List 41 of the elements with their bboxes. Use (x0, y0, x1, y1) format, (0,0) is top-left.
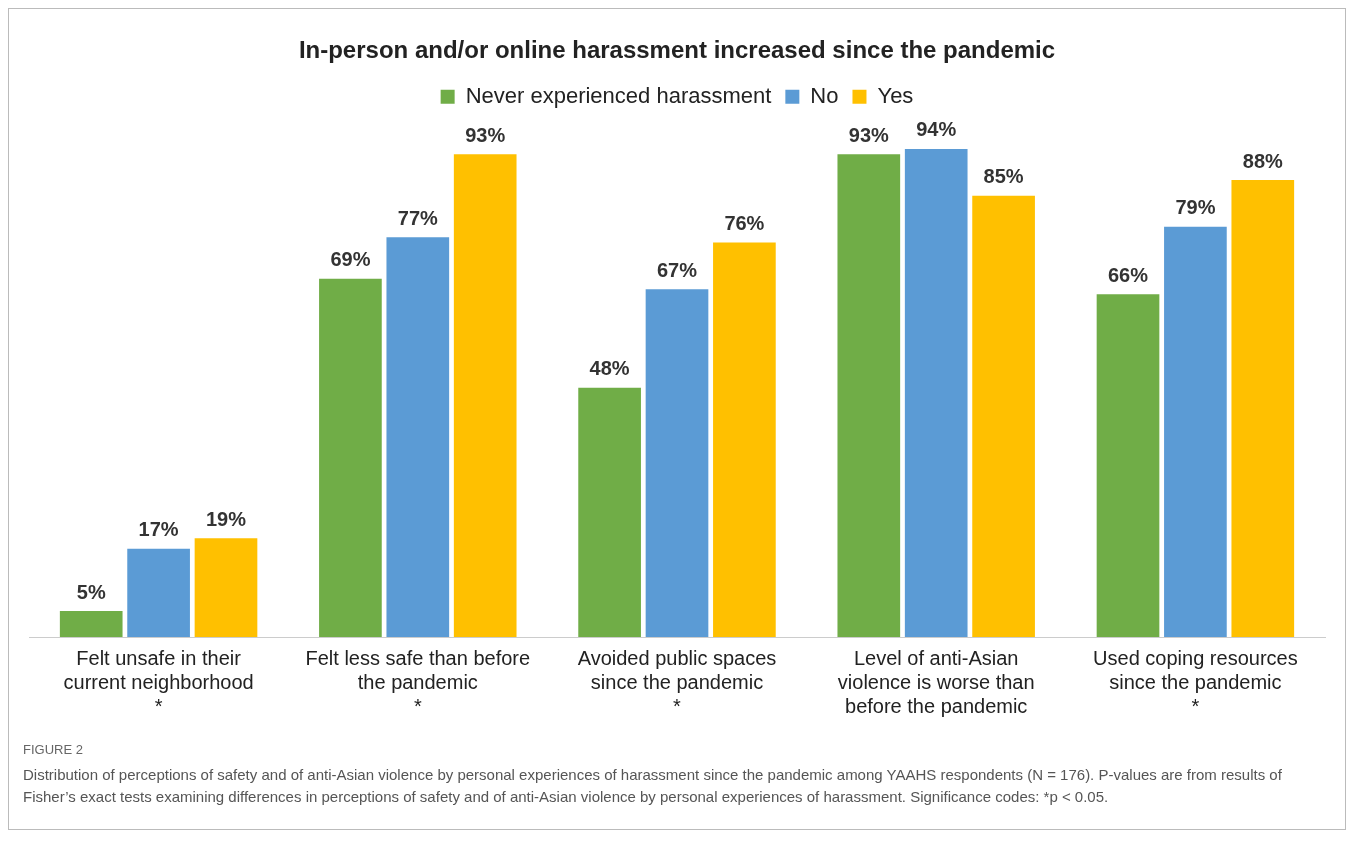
data-label: 19% (205, 507, 247, 530)
data-label: 93% (465, 123, 506, 146)
bar (1231, 180, 1295, 637)
bar (319, 278, 382, 637)
x-tick-label: Avoided public spaces since the pandemic * (577, 646, 777, 717)
bar (578, 387, 641, 637)
bar (127, 548, 190, 637)
legend-label: Yes (877, 82, 914, 108)
data-label: 77% (397, 206, 439, 229)
data-label: 17% (138, 518, 179, 541)
bar (1096, 294, 1160, 637)
data-label: 66% (1107, 263, 1149, 286)
text: Distribution of perceptions of safety and of anti-Asian violence by personal experiences of harassment since the pandemic among YAAHS respondents (N = 176). P-values are from results of Fisher’s exact tests examining differences in perceptions of safety and of anti-Asian violence by personal experiences of harassment. Significance codes: *p < 0.05. (23, 764, 1283, 807)
bar (1164, 226, 1227, 637)
bar (194, 538, 258, 637)
data-label: 5% (76, 580, 106, 603)
data-label: 67% (656, 258, 698, 281)
bar (904, 148, 968, 637)
data-label: 76% (724, 211, 765, 234)
x-tick-label: Level of anti-Asian violence is worse than before the pandemic (837, 646, 1035, 717)
bar (645, 289, 709, 637)
bar (453, 154, 517, 637)
bar (59, 611, 123, 637)
data-label: 79% (1175, 196, 1216, 219)
data-label: 69% (330, 248, 371, 271)
bar (837, 154, 901, 637)
x-tick-label: Felt less safe than before the pandemic * (305, 646, 531, 717)
data-label: 88% (1242, 149, 1284, 172)
legend-label: No (810, 82, 839, 108)
bar (386, 237, 450, 637)
chart-title: In-person and/or online harassment increased since the pandemic (298, 36, 1056, 64)
legend-label: Never experienced harassment (465, 82, 772, 108)
data-label: 94% (916, 118, 957, 141)
x-tick-label: Felt unsafe in their current neighborhood * (63, 646, 254, 717)
bar (713, 242, 776, 637)
data-label: 48% (589, 357, 630, 380)
data-label: 93% (848, 123, 890, 146)
x-tick-label: Used coping resources since the pandemic * (1093, 646, 1298, 717)
caption: FIGURE 2 (23, 741, 84, 759)
data-label: 85% (983, 165, 1024, 188)
bar (972, 195, 1035, 637)
